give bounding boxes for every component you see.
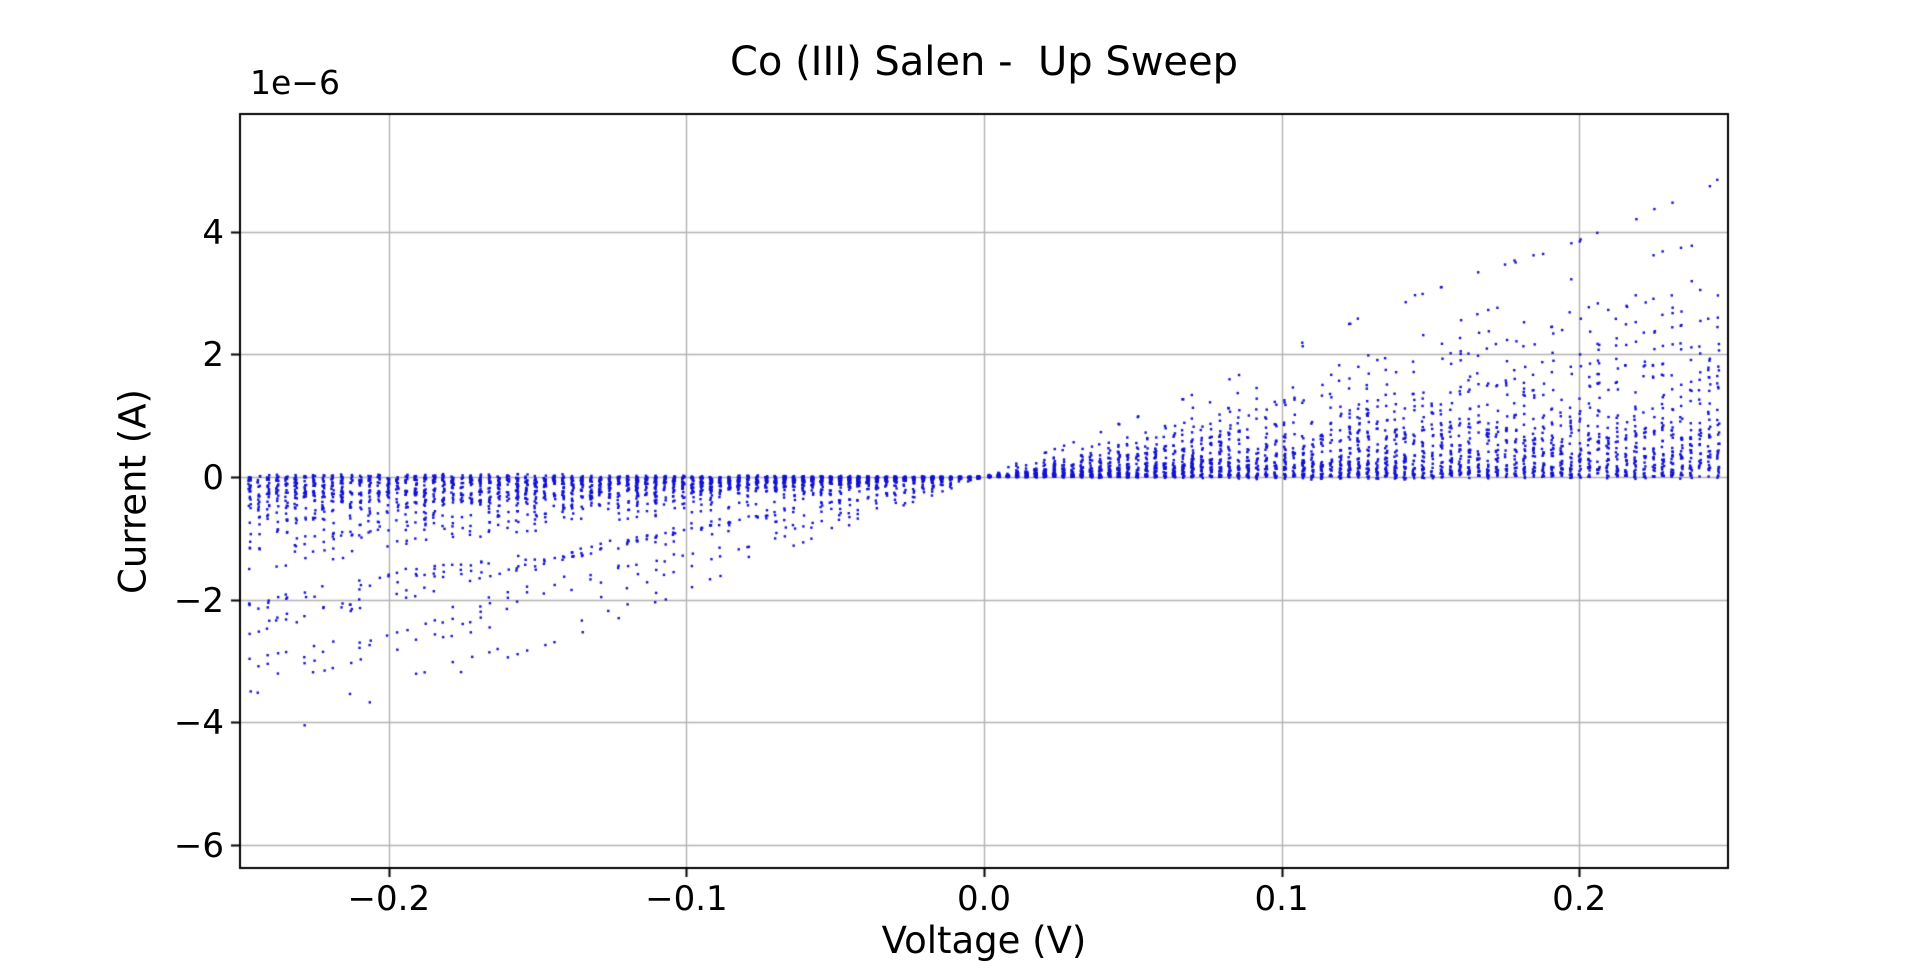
x-tick-label: 0.1 (1254, 879, 1309, 919)
y-axis-offset-label: 1e−6 (250, 63, 340, 102)
y-tick-label: 4 (202, 212, 224, 253)
x-tick-label: 0.2 (1552, 879, 1607, 919)
y-tick-label: 0 (202, 457, 224, 498)
x-tick-label: 0.0 (956, 879, 1012, 919)
x-axis-label: Voltage (V) (881, 919, 1087, 962)
y-tick-label: 2 (202, 335, 224, 376)
y-tick-label: −4 (173, 703, 224, 744)
chart-title: Co (III) Salen - Up Sweep (729, 39, 1239, 85)
x-tick-label: −0.2 (347, 879, 431, 919)
y-tick-label: −6 (173, 825, 224, 866)
y-tick-label: −2 (173, 580, 224, 621)
x-tick-label: −0.1 (645, 879, 728, 919)
